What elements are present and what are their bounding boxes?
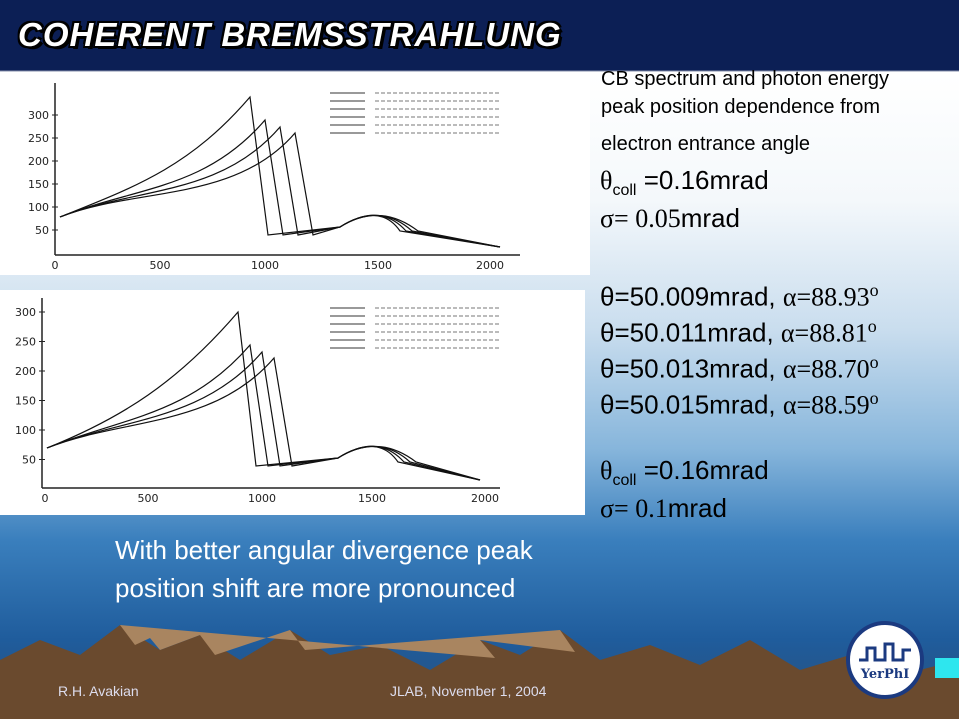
alpha: α=88.59 xyxy=(782,390,870,420)
y-tick-label: 100 xyxy=(28,201,49,214)
theta: θ=50.009mrad, xyxy=(600,281,783,312)
y-tick-label: 50 xyxy=(35,224,49,237)
angle-row: θ=50.011mrad, α=88.81o xyxy=(600,316,877,349)
collimation: θcoll =0.16mrad xyxy=(600,165,769,200)
x-tick-label: 500 xyxy=(138,492,159,505)
y-tick-label: 300 xyxy=(15,306,36,319)
spectrum-curve xyxy=(59,125,501,248)
unit: mrad xyxy=(667,493,727,523)
x-tick-label: 0 xyxy=(42,492,49,505)
subscript: coll xyxy=(612,472,637,490)
x-tick-label: 2000 xyxy=(476,259,504,272)
symbol: θ xyxy=(600,166,613,195)
degree: o xyxy=(869,388,879,408)
x-tick-label: 1500 xyxy=(358,492,386,505)
mountains xyxy=(0,625,959,719)
description: CB spectrum and photon energy xyxy=(601,68,889,90)
value: 0.05 xyxy=(635,204,681,233)
degree: o xyxy=(869,280,879,300)
spectrum-curve xyxy=(59,118,501,248)
angle-row: θ=50.015mrad, α=88.59o xyxy=(600,388,879,421)
x-tick-label: 2000 xyxy=(471,492,499,505)
x-tick-label: 1000 xyxy=(248,492,276,505)
y-tick-label: 50 xyxy=(22,454,36,467)
x-tick-label: 0 xyxy=(52,259,59,272)
spectrum-curve xyxy=(59,95,501,248)
x-tick-label: 1000 xyxy=(251,259,279,272)
value: 0.1 xyxy=(635,494,668,523)
angle-row: θ=50.013mrad, α=88.70o xyxy=(600,352,879,385)
y-tick-label: 250 xyxy=(28,132,49,145)
spectrum-curve xyxy=(59,131,501,248)
y-tick-label: 250 xyxy=(15,336,36,349)
symbol: σ= xyxy=(600,204,636,233)
y-tick-label: 300 xyxy=(28,109,49,122)
conclusion: With better angular divergence peak xyxy=(115,535,533,565)
theta: θ=50.011mrad, xyxy=(600,317,781,348)
x-tick-label: 1500 xyxy=(364,259,392,272)
divergence: σ= 0.1mrad xyxy=(600,493,727,524)
spectrum-curve xyxy=(46,310,481,481)
value: =0.16mrad xyxy=(636,455,769,485)
y-tick-label: 100 xyxy=(15,424,36,437)
degree: o xyxy=(869,352,879,372)
unit: mrad xyxy=(680,203,740,233)
alpha: α=88.93 xyxy=(782,282,870,312)
symbol: σ= xyxy=(600,494,636,523)
y-tick-label: 150 xyxy=(15,395,36,408)
degree: o xyxy=(867,316,877,336)
logo: YerPhI xyxy=(846,621,924,699)
spectrum-curve xyxy=(46,350,481,481)
y-tick-label: 200 xyxy=(15,365,36,378)
theta: θ=50.015mrad, xyxy=(600,389,783,420)
theta: θ=50.013mrad, xyxy=(600,353,783,384)
slide-title: COHERENT BREMSSTRAHLUNG xyxy=(18,16,562,53)
x-tick-label: 500 xyxy=(150,259,171,272)
description: peak position dependence from xyxy=(601,96,881,118)
author: R.H. Avakian xyxy=(58,683,139,699)
spectrum-curve xyxy=(46,343,481,481)
logo-text: YerPhI xyxy=(860,667,910,682)
y-tick-label: 150 xyxy=(28,178,49,191)
symbol: θ xyxy=(600,456,613,485)
alpha: α=88.70 xyxy=(782,354,870,384)
collimation: θcoll =0.16mrad xyxy=(600,455,769,490)
description: electron entrance angle xyxy=(601,133,811,155)
value: =0.16mrad xyxy=(636,165,769,195)
y-tick-label: 200 xyxy=(28,155,49,168)
event: JLAB, November 1, 2004 xyxy=(390,683,547,699)
angle-row: θ=50.009mrad, α=88.93o xyxy=(600,280,879,313)
alpha: α=88.81 xyxy=(780,318,868,348)
divergence: σ= 0.05mrad xyxy=(600,203,740,234)
spectrum-curve xyxy=(46,356,481,481)
conclusion: position shift are more pronounced xyxy=(115,573,516,603)
subscript: coll xyxy=(612,182,637,200)
